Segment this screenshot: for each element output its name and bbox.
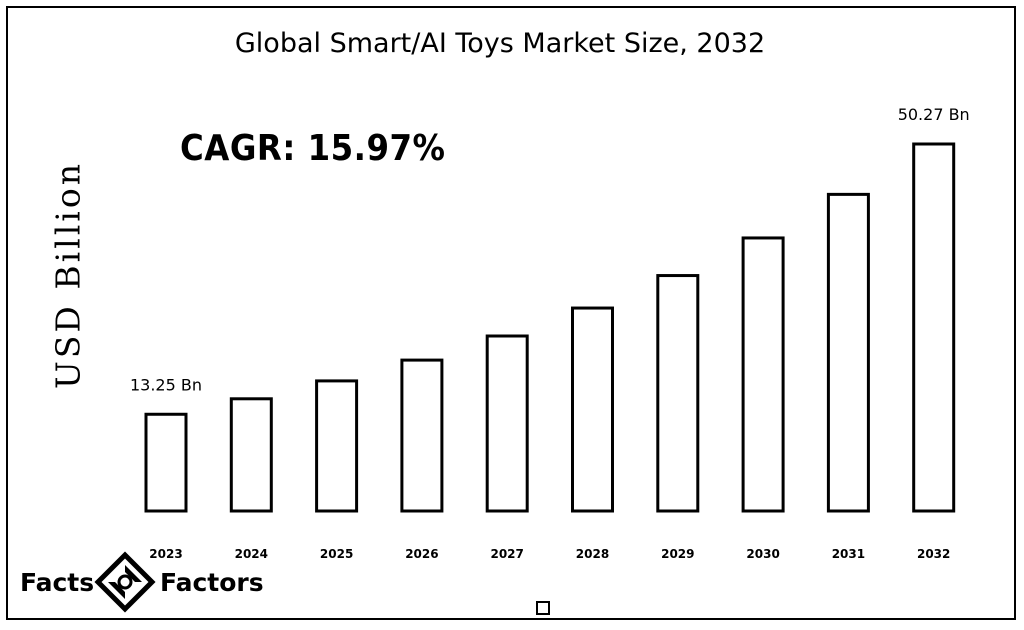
logo-text-factors: Factors	[160, 568, 264, 597]
x-tick-label: 2025	[320, 547, 353, 561]
bar-2023	[144, 412, 188, 513]
footer-square-icon	[536, 601, 550, 615]
bar-2025	[315, 379, 359, 513]
x-tick-label: 2032	[917, 547, 950, 561]
x-tick-label: 2027	[490, 547, 523, 561]
x-tick-label: 2026	[405, 547, 438, 561]
data-label-2032: 50.27 Bn	[898, 105, 970, 124]
bar-2029	[656, 274, 700, 513]
bar-2031	[826, 192, 870, 513]
chart-border	[6, 6, 1016, 620]
logo-text-facts: Facts	[20, 568, 95, 597]
x-tick-label: 2023	[149, 547, 182, 561]
bar-2026	[400, 358, 444, 513]
x-tick-label: 2028	[576, 547, 609, 561]
x-tick-label: 2030	[746, 547, 779, 561]
bar-2028	[571, 306, 614, 513]
bar-2027	[485, 334, 529, 513]
x-tick-label: 2024	[235, 547, 268, 561]
bar-2024	[229, 397, 273, 513]
bar-2030	[741, 236, 785, 513]
chart-title: Global Smart/AI Toys Market Size, 2032	[234, 28, 766, 59]
cagr-label: CAGR: 15.97%	[180, 128, 446, 169]
x-tick-label: 2031	[832, 547, 865, 561]
bar-2032	[912, 142, 956, 513]
data-label-2023: 13.25 Bn	[130, 375, 202, 394]
x-tick-label: 2029	[661, 547, 694, 561]
logo-emblem-icon	[94, 551, 156, 613]
